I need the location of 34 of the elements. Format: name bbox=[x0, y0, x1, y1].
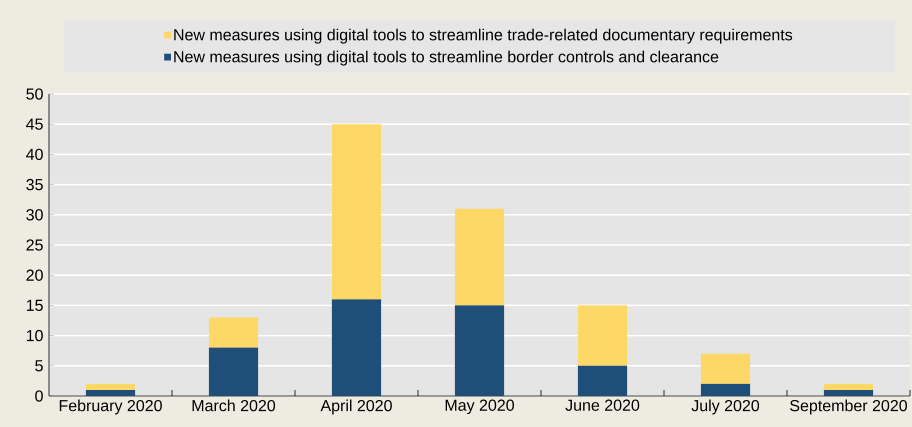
bar bbox=[332, 299, 382, 396]
y-tick-label: 45 bbox=[26, 118, 43, 130]
bar bbox=[824, 390, 874, 396]
legend-label: New measures using digital tools to streamline border controls and clearance bbox=[174, 50, 718, 66]
bar bbox=[454, 208, 504, 306]
bar bbox=[578, 305, 628, 366]
x-tick-label: May 2020 bbox=[446, 400, 514, 414]
y-tick-label: 25 bbox=[26, 239, 43, 251]
y-tick-label: 15 bbox=[26, 300, 43, 311]
bar bbox=[332, 124, 382, 300]
y-tick-label: 0 bbox=[35, 390, 43, 402]
bar bbox=[86, 384, 136, 390]
bar bbox=[208, 317, 258, 348]
y-tick-label: 40 bbox=[26, 148, 43, 160]
bar bbox=[700, 384, 750, 396]
bar bbox=[208, 348, 258, 396]
x-tick-label: April 2020 bbox=[320, 400, 392, 414]
y-tick-label: 50 bbox=[26, 88, 43, 100]
x-tick-label: September 2020 bbox=[790, 400, 908, 414]
y-tick-label: 30 bbox=[26, 209, 43, 220]
legend-label: New measures using digital tools to streamline trade-related documentary requirements bbox=[174, 28, 792, 44]
x-tick-label: June 2020 bbox=[565, 400, 640, 411]
y-tick-label: 35 bbox=[26, 178, 43, 190]
bar bbox=[86, 390, 136, 396]
bar bbox=[578, 366, 628, 396]
y-tick-label: 20 bbox=[26, 270, 43, 281]
x-tick-label: March 2020 bbox=[192, 400, 276, 412]
y-tick-label: 5 bbox=[35, 360, 43, 372]
bar bbox=[454, 305, 504, 396]
y-tick-label: 10 bbox=[26, 330, 43, 342]
bar bbox=[700, 354, 750, 384]
x-tick-label: July 2020 bbox=[692, 400, 760, 414]
bar bbox=[824, 384, 874, 390]
x-tick-label: February 2020 bbox=[60, 400, 162, 414]
